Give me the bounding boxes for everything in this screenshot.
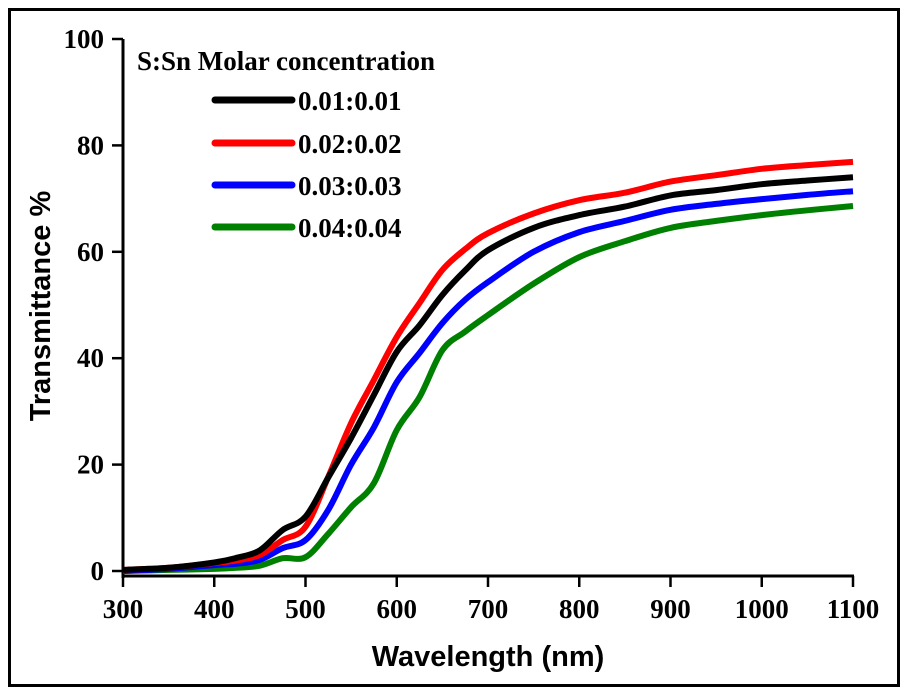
- x-ticks: 300 400 500 600 700 800 900 1000 1100: [103, 576, 880, 624]
- y-axis-title: Transmittance %: [25, 191, 57, 422]
- x-tick-label: 400: [194, 594, 235, 624]
- y-tick-label: 20: [77, 450, 104, 480]
- x-tick-label: 900: [650, 594, 691, 624]
- axes: [121, 39, 854, 578]
- legend-label: 0.01:0.01: [298, 86, 402, 116]
- y-tick-label: 100: [64, 24, 105, 54]
- legend-item: 0.04:0.04: [211, 213, 402, 243]
- legend-label: 0.03:0.03: [298, 171, 402, 201]
- legend: S:Sn Molar concentration 0.01:0.01 0.02:0…: [137, 46, 435, 243]
- series-line-003003: [122, 188, 854, 574]
- legend-item: 0.02:0.02: [211, 129, 402, 159]
- x-tick-label: 800: [559, 594, 600, 624]
- x-tick-label: 1100: [827, 594, 880, 624]
- y-tick-label: 0: [91, 556, 105, 586]
- series-line-004004: [122, 203, 854, 574]
- y-ticks: 0 20 40 60 80 100: [64, 24, 123, 586]
- x-tick-label: 1000: [735, 594, 789, 624]
- legend-items: 0.01:0.01 0.02:0.02 0.03:0.03 0.04:0.04: [211, 86, 402, 243]
- figure-frame: [8, 8, 900, 687]
- y-tick-label: 80: [77, 130, 104, 160]
- legend-title: S:Sn Molar concentration: [137, 46, 435, 76]
- x-axis-title: Wavelength (nm): [372, 641, 605, 673]
- legend-item: 0.03:0.03: [211, 171, 402, 201]
- series-line-001001: [122, 174, 854, 573]
- series-lines: [122, 158, 854, 574]
- series-line-002002: [122, 158, 854, 573]
- y-tick-label: 60: [77, 237, 104, 267]
- legend-item: 0.01:0.01: [211, 86, 402, 116]
- x-tick-label: 600: [377, 594, 418, 624]
- x-tick-label: 700: [468, 594, 509, 624]
- x-tick-label: 300: [103, 594, 144, 624]
- y-tick-label: 40: [77, 343, 104, 373]
- x-tick-label: 500: [285, 594, 326, 624]
- legend-label: 0.02:0.02: [298, 129, 402, 159]
- legend-label: 0.04:0.04: [298, 213, 402, 243]
